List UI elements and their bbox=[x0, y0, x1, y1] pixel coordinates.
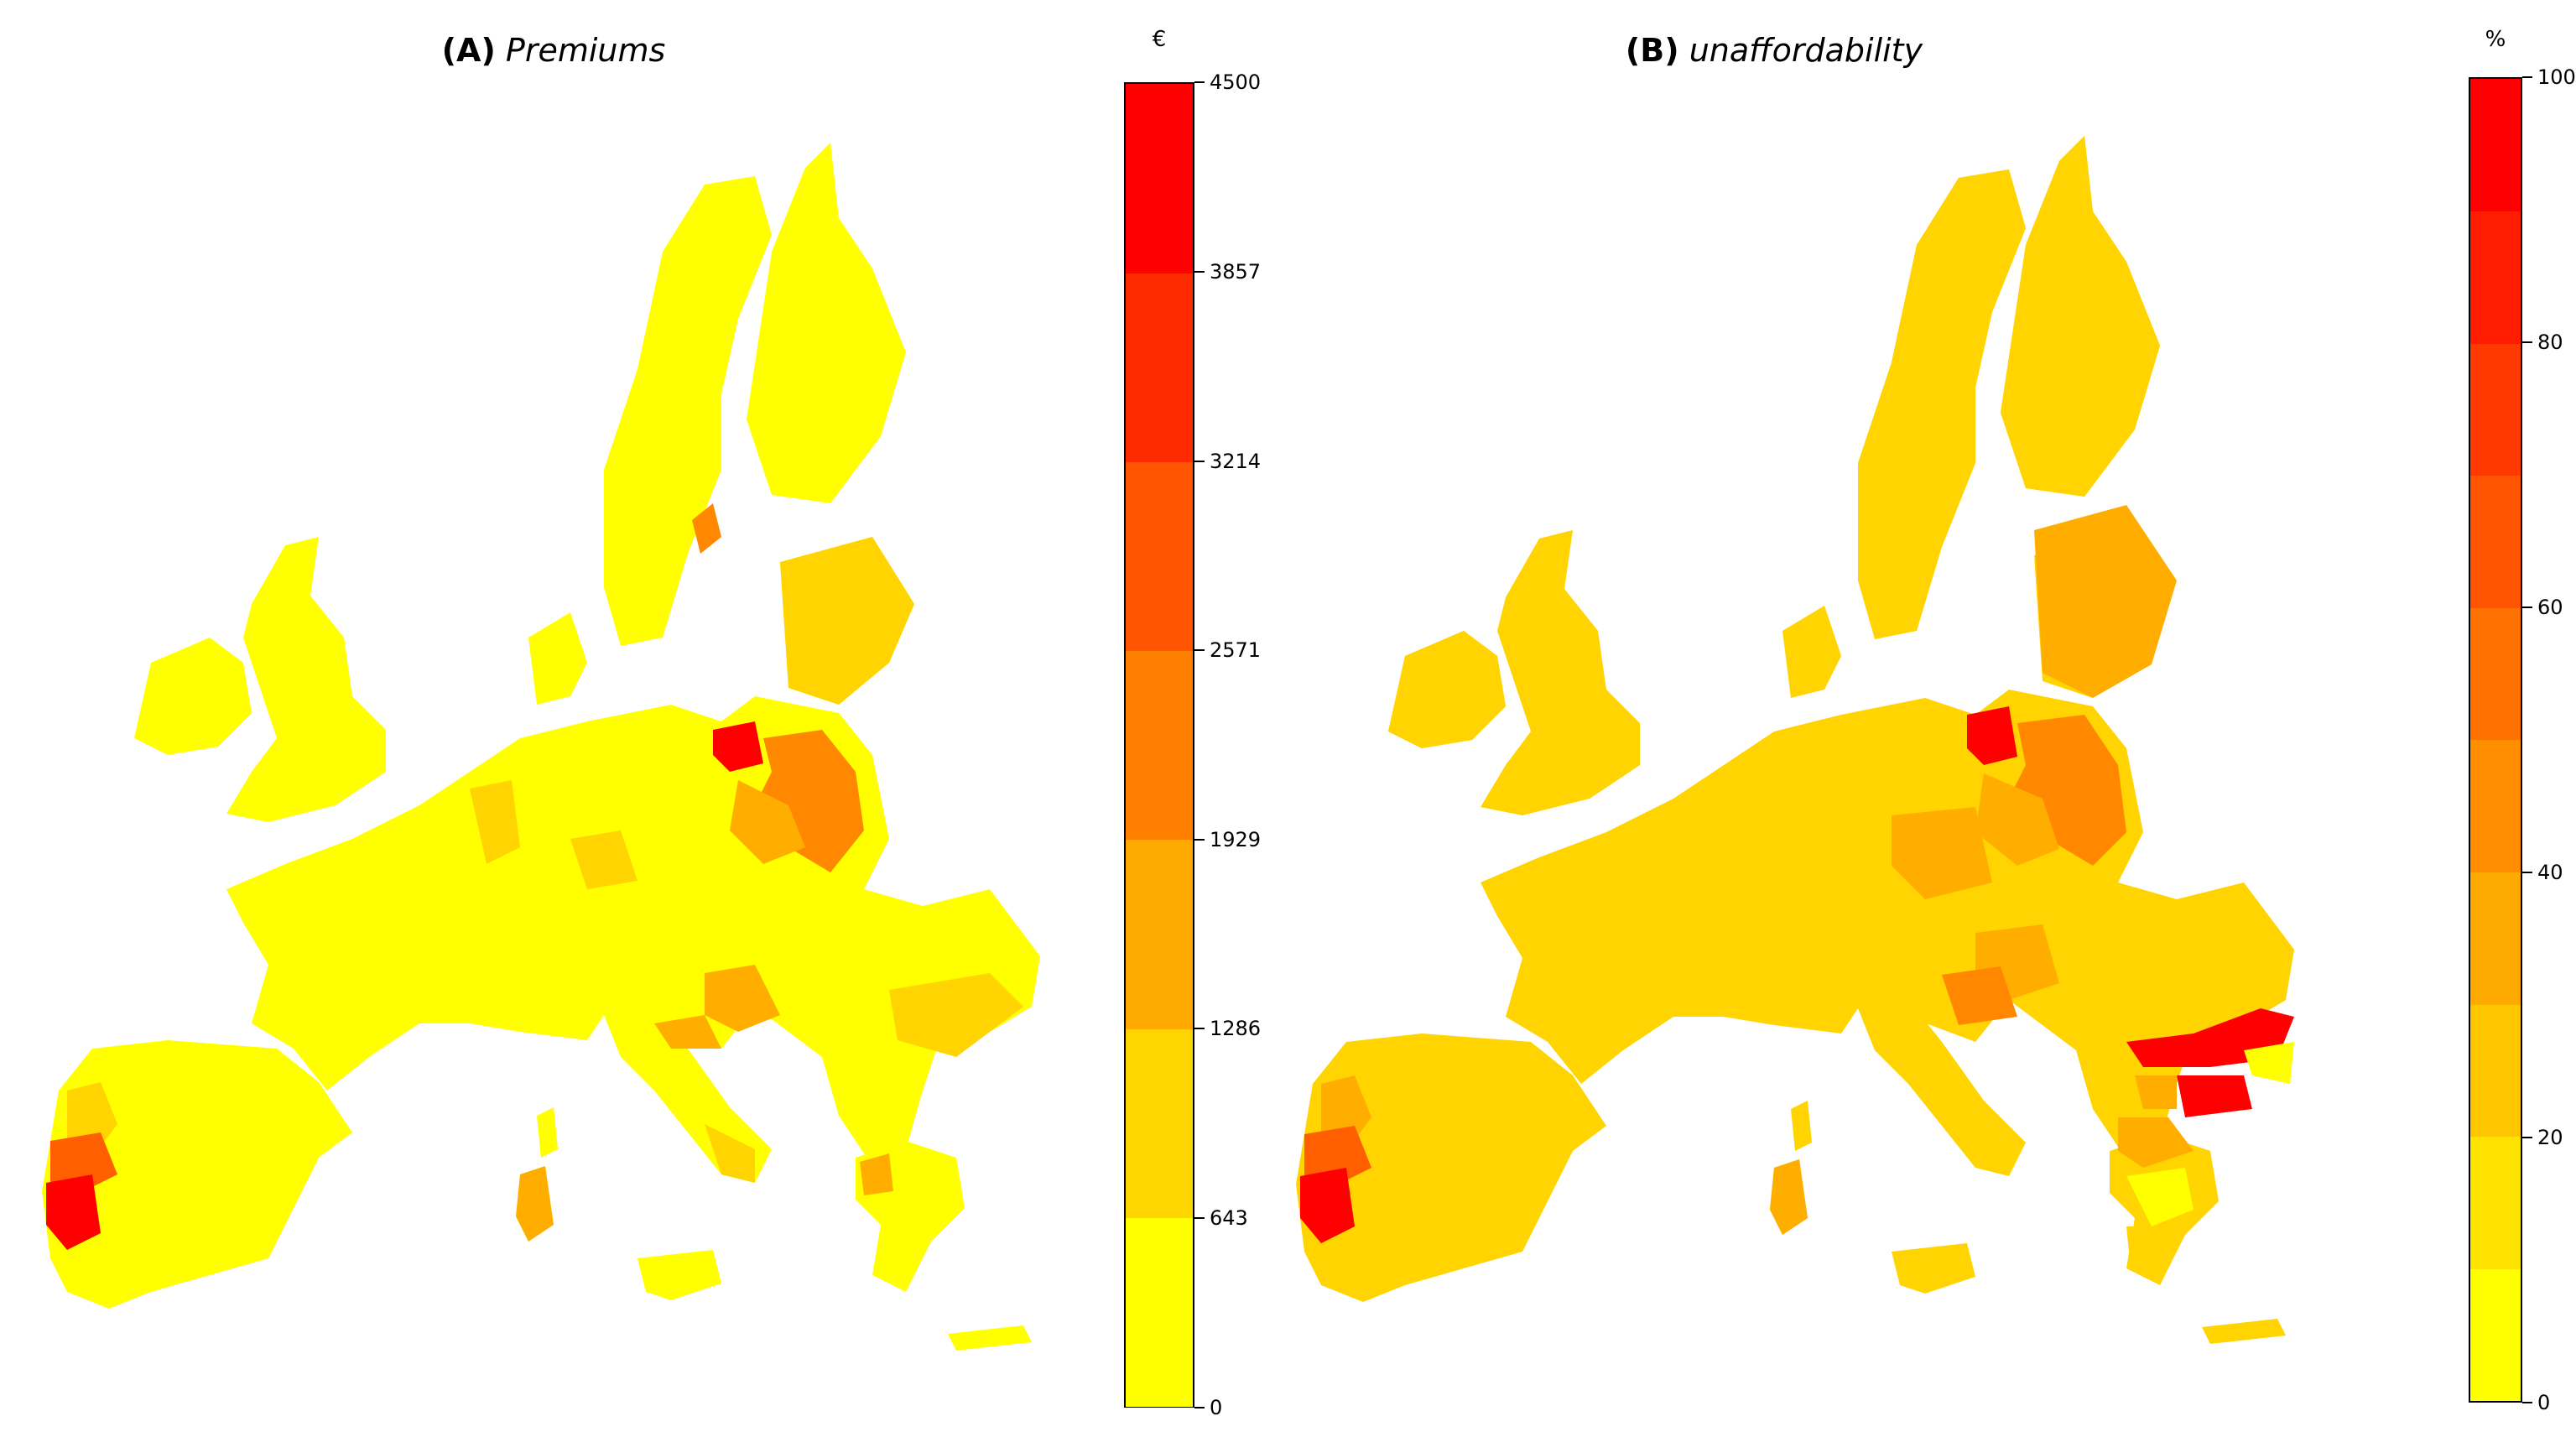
region-sardinia bbox=[516, 1166, 554, 1242]
colorbar-bin bbox=[2470, 607, 2521, 741]
colorbar-tick-label: 4500 bbox=[1210, 70, 1262, 94]
panel-title: (B) unaffordability bbox=[1626, 32, 1923, 69]
colorbar-bin bbox=[2470, 211, 2521, 344]
region-germany-gold bbox=[470, 780, 520, 864]
colorbar-premiums bbox=[1124, 82, 1194, 1408]
panel-unaffordability: (B) unaffordability bbox=[1288, 0, 2576, 1437]
colorbar-tick bbox=[1194, 460, 1205, 462]
panel-title: (A) Premiums bbox=[442, 32, 666, 69]
colorbar-tick-label: 3214 bbox=[1210, 449, 1262, 473]
colorbar-tick-label: 20 bbox=[2537, 1126, 2563, 1149]
region-central-amber bbox=[1892, 807, 1992, 899]
region-central-gold bbox=[570, 830, 637, 889]
colorbar-tick-label: 60 bbox=[2537, 596, 2563, 619]
colorbar-bin bbox=[1126, 461, 1193, 652]
region-greece-west bbox=[860, 1153, 893, 1195]
colorbar-tick-label: 0 bbox=[2537, 1391, 2551, 1414]
region-portugal-centre bbox=[50, 1132, 117, 1191]
colorbar-bin bbox=[2470, 740, 2521, 872]
panel-title-text: Premiums bbox=[505, 32, 666, 69]
region-sardinia bbox=[1770, 1159, 1808, 1235]
colorbar-tick bbox=[2522, 1137, 2532, 1138]
colorbar-bin bbox=[2470, 1136, 2521, 1269]
colorbar-bin bbox=[2470, 1268, 2521, 1402]
region-poland-red bbox=[713, 721, 763, 772]
colorbar-bin bbox=[2470, 872, 2521, 1005]
region-stockholm bbox=[692, 503, 721, 554]
region-bulgaria-west bbox=[2135, 1075, 2177, 1109]
colorbar-tick-label: 0 bbox=[1210, 1396, 1223, 1419]
colorbar-tick bbox=[1194, 838, 1205, 841]
colorbar-tick bbox=[1194, 1407, 1205, 1408]
colorbar-unit: % bbox=[2485, 27, 2506, 52]
colorbar-bin bbox=[1126, 650, 1193, 841]
region-italy-south bbox=[705, 1124, 755, 1183]
colorbar-bin bbox=[1126, 273, 1193, 463]
colorbar-bin bbox=[1126, 1216, 1193, 1407]
colorbar-bin bbox=[1126, 1028, 1193, 1218]
region-greece-north bbox=[2118, 1117, 2194, 1168]
colorbar-bin bbox=[2470, 1004, 2521, 1138]
colorbar-tick bbox=[1194, 649, 1205, 652]
colorbar-tick bbox=[2522, 76, 2532, 78]
region-croatia bbox=[654, 1015, 721, 1049]
colorbar-tick-label: 100 bbox=[2537, 65, 2576, 89]
region-poland-red bbox=[1967, 706, 2017, 765]
region-ireland bbox=[1388, 631, 1506, 748]
colorbar-tick bbox=[2522, 341, 2532, 343]
premiums-map bbox=[42, 143, 1040, 1351]
region-greece-south bbox=[2126, 1226, 2168, 1277]
region-portugal-centre bbox=[1304, 1126, 1371, 1184]
colorbar-tick bbox=[2522, 1402, 2532, 1403]
panel-letter: (B) bbox=[1625, 32, 1679, 69]
colorbar-tick-label: 80 bbox=[2537, 331, 2563, 354]
colorbar-tick bbox=[1194, 81, 1205, 83]
region-thrace bbox=[2244, 1042, 2294, 1084]
colorbar-tick-label: 2571 bbox=[1210, 638, 1262, 663]
colorbar-bin bbox=[2470, 79, 2521, 211]
colorbar-tick-label: 40 bbox=[2537, 861, 2563, 884]
colorbar-tick bbox=[2522, 607, 2532, 608]
colorbar-tick-label: 643 bbox=[1210, 1206, 1248, 1231]
region-greece-centre bbox=[2126, 1168, 2194, 1226]
region-romania bbox=[889, 973, 1023, 1057]
colorbar-tick bbox=[2522, 872, 2532, 873]
region-hungary bbox=[705, 965, 780, 1032]
region-bulgaria-south bbox=[2177, 1075, 2252, 1117]
region-poland-south bbox=[1975, 773, 2059, 866]
unaffordability-map bbox=[1296, 136, 2294, 1344]
region-poland-south bbox=[730, 780, 805, 864]
colorbar-bin bbox=[1126, 839, 1193, 1029]
panel-letter: (A) bbox=[441, 32, 496, 69]
colorbar-unaffordability bbox=[2469, 77, 2522, 1403]
colorbar-unit: € bbox=[1152, 27, 1167, 52]
colorbar-tick-label: 1929 bbox=[1210, 827, 1262, 851]
colorbar-bin bbox=[1126, 84, 1193, 273]
region-portugal-lisbon bbox=[1300, 1168, 1355, 1243]
colorbar-tick bbox=[1194, 1028, 1205, 1030]
colorbar-bin bbox=[2470, 475, 2521, 608]
region-baltic bbox=[2034, 505, 2177, 698]
region-portugal-lisbon bbox=[46, 1174, 101, 1250]
colorbar-tick-label: 1286 bbox=[1210, 1017, 1262, 1041]
region-finland bbox=[2001, 136, 2160, 497]
region-croatia bbox=[1942, 966, 2017, 1025]
colorbar-tick bbox=[1194, 270, 1205, 273]
region-sweden-north bbox=[1892, 169, 2026, 388]
region-baltic bbox=[780, 537, 914, 705]
colorbar-bin bbox=[2470, 343, 2521, 476]
panel-premiums: (A) Premiums € 0 643 1286 1929 2571 3214 385 bbox=[42, 27, 1262, 1419]
colorbar-tick bbox=[1194, 1217, 1205, 1220]
colorbar-tick-label: 3857 bbox=[1210, 259, 1262, 284]
panel-title-text: unaffordability bbox=[1689, 32, 1923, 69]
